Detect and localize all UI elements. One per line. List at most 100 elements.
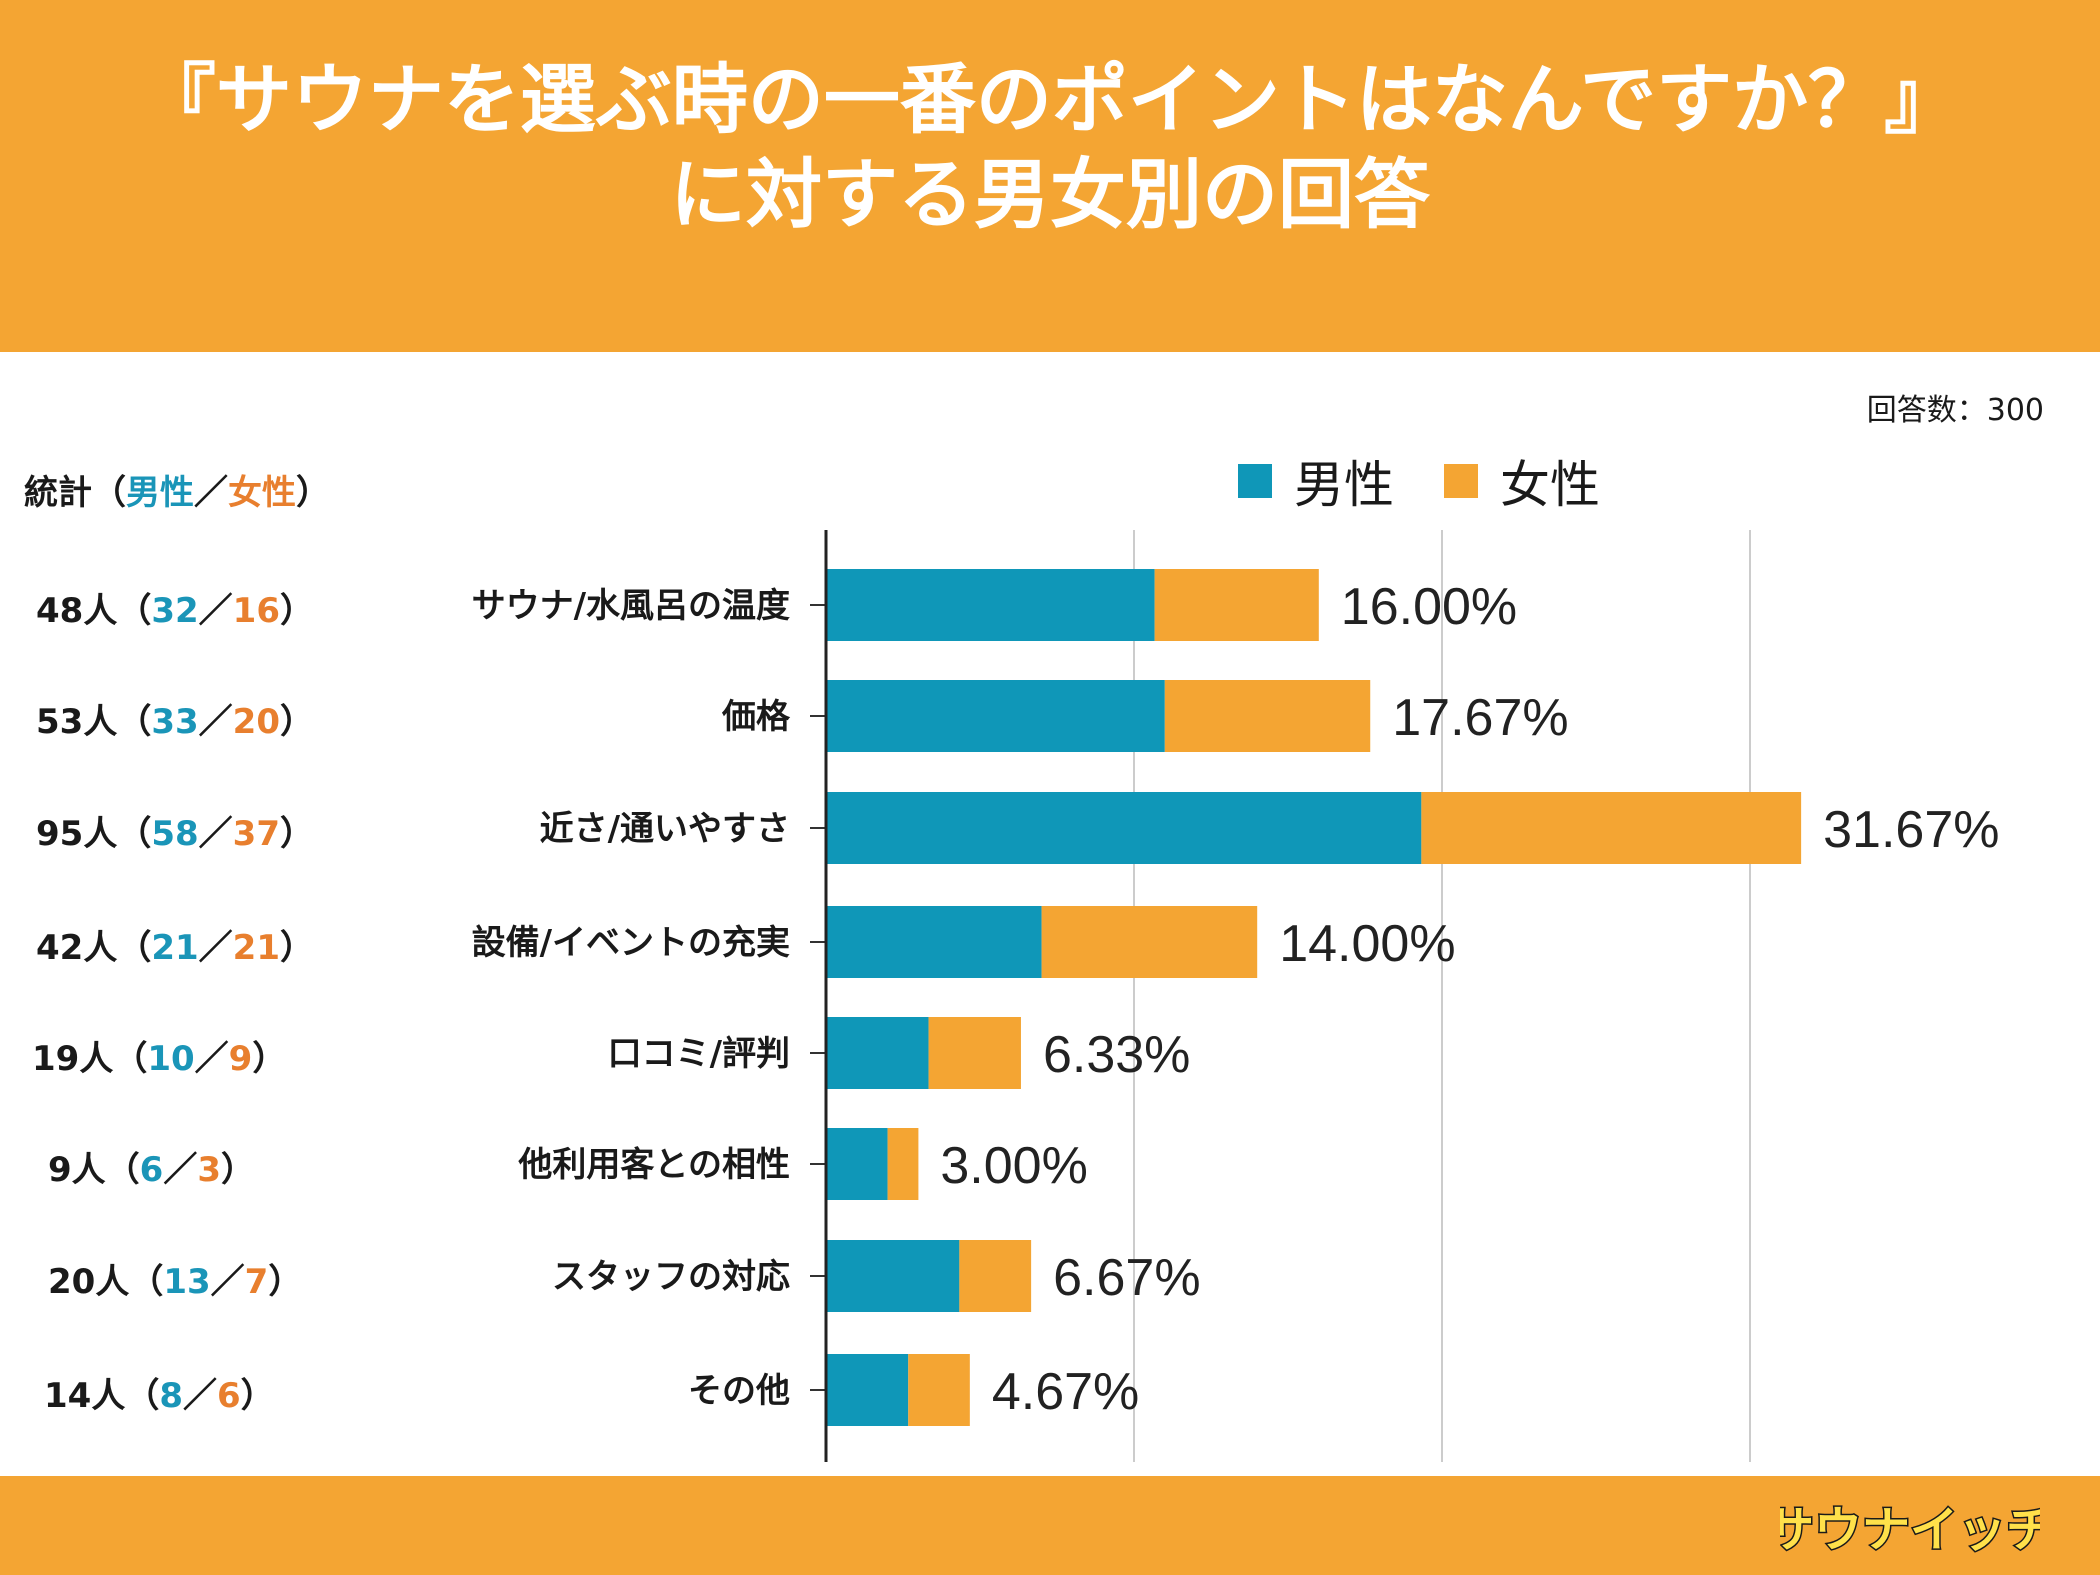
bar-male-8 [826,1354,909,1426]
stat-open: （ [117,928,152,968]
stat-row-4: 42人（21／21） [36,920,314,969]
stat-close: ） [240,1376,275,1416]
category-label-3: 近さ/通いやすさ [540,809,790,849]
stat-open: （ [117,702,152,742]
response-count: 回答数：300 [1866,393,2044,428]
legend-female-label: 女性 [1500,456,1600,514]
stat-close: ） [279,702,314,742]
stat-male: 33 [151,702,199,742]
category-label-4: 設備/イベントの充実 [472,923,790,963]
stat-female: 20 [232,702,280,742]
stat-open: （ [105,1150,140,1190]
footer-bar [0,1476,2100,1575]
stat-close: ） [221,1150,256,1190]
stat-close: ） [279,591,314,631]
stats-header-sep: ／ [194,473,228,513]
stat-female: 6 [217,1376,241,1416]
stat-female: 3 [197,1150,222,1190]
bar-male-5 [826,1017,929,1089]
stat-male: 8 [159,1376,183,1416]
stat-total: 9人 [48,1150,106,1190]
data-label-8: 4.67% [992,1363,1139,1421]
stat-male: 58 [151,814,199,854]
stat-female: 21 [232,928,280,968]
data-label-1: 16.00% [1341,578,1517,636]
stat-total: 53人 [36,702,118,742]
stat-female: 9 [228,1039,253,1079]
stat-open: （ [117,591,152,631]
bar-female-3 [1421,792,1802,864]
stat-open: （ [113,1039,148,1079]
bar-female-2 [1164,680,1371,752]
stat-total: 42人 [36,928,118,968]
category-label-8: その他 [688,1371,790,1411]
category-label-6: 他利用客との相性 [517,1145,790,1185]
stat-male: 10 [147,1039,195,1079]
legend-female: 女性 [1444,445,1600,517]
data-label-2: 17.67% [1392,689,1568,747]
bar-male-7 [826,1240,960,1312]
title-line-2: に対する男女別の回答 [670,150,1430,239]
stat-male: 6 [139,1150,164,1190]
stat-female: 37 [232,814,280,854]
stat-total: 48人 [36,591,118,631]
stat-sep: ／ [198,702,233,742]
data-label-3: 31.67% [1823,801,1999,859]
stat-male: 13 [163,1262,211,1302]
bar-male-6 [826,1128,888,1200]
stat-sep: ／ [163,1150,198,1190]
stats-header: 統計（男性／女性） [24,465,330,514]
stat-total: 95人 [36,814,118,854]
sauna-logo: サウナイッチ [1780,1501,2040,1560]
stat-open: （ [125,1376,160,1416]
header-banner: 『サウナを選ぶ時の一番のポイントはなんですか？』 に対する男女別の回答 [0,0,2100,352]
data-label-5: 6.33% [1043,1026,1190,1084]
stat-sep: ／ [198,928,233,968]
bar-male-3 [826,792,1422,864]
stat-close: ） [279,814,314,854]
bar-male-4 [826,906,1042,978]
category-label-2: 価格 [721,697,791,737]
category-label-5: 口コミ/評判 [608,1034,790,1074]
stat-row-1: 48人（32／16） [36,583,314,632]
data-label-6: 3.00% [940,1137,1087,1195]
bar-female-4 [1041,906,1258,978]
stat-open: （ [117,814,152,854]
legend: 男性 女性 [1238,445,1650,517]
stat-total: 19人 [32,1039,114,1079]
stats-header-female: 女性 [228,473,296,513]
stat-row-8: 14人（8／6） [44,1368,275,1417]
stat-male: 32 [151,591,199,631]
stat-total: 14人 [44,1376,126,1416]
data-label-7: 6.67% [1053,1249,1200,1307]
data-label-4: 14.00% [1279,915,1455,973]
bar-male-2 [826,680,1165,752]
stat-sep: ／ [210,1262,245,1302]
stats-header-prefix: 統計（ [24,473,126,513]
stats-header-suffix: ） [296,473,330,513]
stat-close: ） [279,928,314,968]
logo-text: サウナイッチ [1780,1502,2040,1558]
bar-female-6 [887,1128,919,1200]
stat-sep: ／ [198,814,233,854]
stat-row-7: 20人（13／7） [48,1254,302,1303]
bar-female-1 [1154,569,1319,641]
stat-sep: ／ [198,591,233,631]
stat-open: （ [129,1262,164,1302]
legend-male-swatch [1238,464,1272,498]
stat-female: 7 [244,1262,269,1302]
stat-male: 21 [151,928,199,968]
stat-row-3: 95人（58／37） [36,806,314,855]
stat-female: 16 [232,591,280,631]
stat-total: 20人 [48,1262,130,1302]
bar-female-8 [908,1354,970,1426]
stat-row-6: 9人（6／3） [48,1142,255,1191]
bar-female-5 [928,1017,1021,1089]
legend-male-label: 男性 [1294,456,1394,514]
bar-female-7 [959,1240,1032,1312]
stat-close: ） [268,1262,303,1302]
stat-sep: ／ [183,1376,217,1416]
stat-close: ） [252,1039,287,1079]
bar-male-1 [826,569,1155,641]
stat-row-2: 53人（33／20） [36,694,314,743]
